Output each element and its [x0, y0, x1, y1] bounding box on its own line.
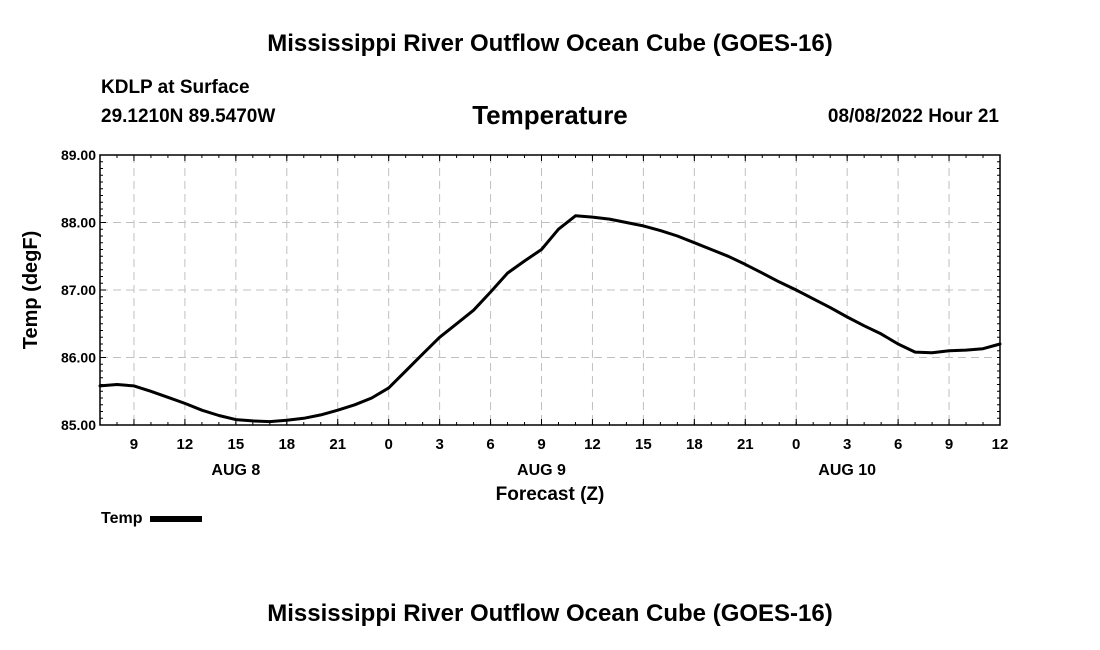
data-point — [217, 414, 221, 417]
x-tick-label: 15 — [228, 436, 245, 453]
data-point — [472, 309, 475, 312]
data-point — [166, 396, 170, 399]
data-point — [149, 390, 153, 393]
data-point — [370, 396, 373, 400]
x-tick-label: 6 — [894, 436, 902, 453]
y-axis-label: Temp (degF) — [20, 231, 42, 350]
data-point — [336, 408, 339, 412]
data-point — [930, 351, 934, 354]
data-point — [319, 413, 322, 417]
data-point — [693, 241, 696, 244]
legend-swatch — [150, 516, 203, 522]
plot-frame — [99, 154, 1001, 426]
data-point — [727, 255, 730, 258]
data-point — [251, 419, 255, 423]
data-point — [523, 259, 526, 263]
data-point — [421, 352, 424, 356]
data-point — [200, 408, 204, 412]
y-tick-label: 87.00 — [61, 282, 96, 298]
data-point — [285, 419, 288, 422]
data-point — [608, 217, 611, 221]
data-point — [913, 350, 917, 354]
data-point — [489, 290, 492, 294]
x-tick-label: 9 — [537, 436, 545, 453]
axis-ticks: 9 12 15 18 21 0 3 6 9 12 15 18 21 0 3 6 9 12 85.00 86.00 87.… — [61, 147, 1008, 479]
data-point — [778, 280, 781, 284]
y-tick-label: 85.00 — [61, 417, 96, 433]
y-tick-label: 88.00 — [61, 215, 96, 231]
data-point — [879, 332, 883, 336]
x-tick-label: 6 — [486, 436, 494, 453]
data-point — [981, 347, 985, 350]
date-label: AUG 9 — [517, 462, 566, 479]
data-point — [557, 228, 560, 231]
data-point — [828, 306, 832, 309]
data-point — [896, 342, 900, 346]
data-point — [438, 336, 441, 339]
y-tick-label: 89.00 — [61, 147, 96, 163]
legend-label: Temp — [101, 510, 143, 527]
data-point — [964, 348, 968, 352]
data-point — [642, 224, 645, 228]
x-tick-label: 18 — [686, 436, 703, 453]
data-point — [132, 384, 136, 388]
y-tick-label: 86.00 — [61, 350, 96, 366]
date-label: AUG 10 — [818, 462, 876, 479]
x-tick-label: 0 — [792, 436, 800, 453]
data-point — [625, 221, 628, 224]
x-axis-label: Forecast (Z) — [496, 484, 605, 505]
data-point — [353, 403, 356, 406]
x-tick-label: 21 — [329, 436, 346, 453]
data-point — [676, 234, 679, 238]
x-tick-label: 18 — [278, 436, 295, 453]
data-point — [268, 420, 272, 423]
series-line-temp — [98, 214, 1002, 424]
data-point — [862, 324, 866, 327]
x-tick-label: 12 — [177, 436, 194, 453]
x-tick-label: 9 — [130, 436, 138, 453]
data-point — [540, 248, 543, 251]
coordinates-label: 29.1210N 89.5470W — [101, 106, 276, 127]
data-point — [795, 288, 798, 292]
data-point — [234, 418, 238, 421]
x-tick-label: 12 — [584, 436, 601, 453]
data-point — [404, 369, 407, 373]
data-point — [506, 271, 509, 275]
x-tick-label: 3 — [843, 436, 851, 453]
data-point — [659, 229, 662, 232]
x-tick-label: 0 — [385, 436, 393, 453]
data-point — [744, 263, 747, 266]
data-point — [812, 297, 815, 300]
station-label: KDLP at Surface — [101, 77, 250, 98]
data-point — [845, 315, 849, 319]
date-label: AUG 8 — [211, 462, 260, 479]
data-point — [115, 383, 119, 386]
data-point — [947, 349, 951, 352]
data-point — [574, 214, 577, 217]
data-layer — [98, 214, 1002, 424]
variable-title: Temperature — [472, 100, 628, 130]
data-point — [761, 271, 764, 275]
x-tick-label: 9 — [945, 436, 953, 453]
data-point — [591, 215, 594, 219]
datetime-label: 08/08/2022 Hour 21 — [827, 106, 999, 127]
grid — [100, 154, 1001, 426]
data-point — [302, 417, 305, 420]
x-tick-label: 12 — [992, 436, 1009, 453]
footer-title: Mississippi River Outflow Ocean Cube (GO… — [267, 600, 833, 627]
data-point — [710, 248, 713, 251]
legend: Temp — [101, 510, 203, 528]
data-point — [387, 386, 390, 390]
data-point — [455, 322, 458, 325]
x-tick-label: 21 — [737, 436, 754, 453]
page-title: Mississippi River Outflow Ocean Cube (GO… — [267, 30, 833, 57]
x-tick-label: 15 — [635, 436, 652, 453]
data-point — [183, 402, 187, 405]
x-tick-label: 3 — [435, 436, 443, 453]
